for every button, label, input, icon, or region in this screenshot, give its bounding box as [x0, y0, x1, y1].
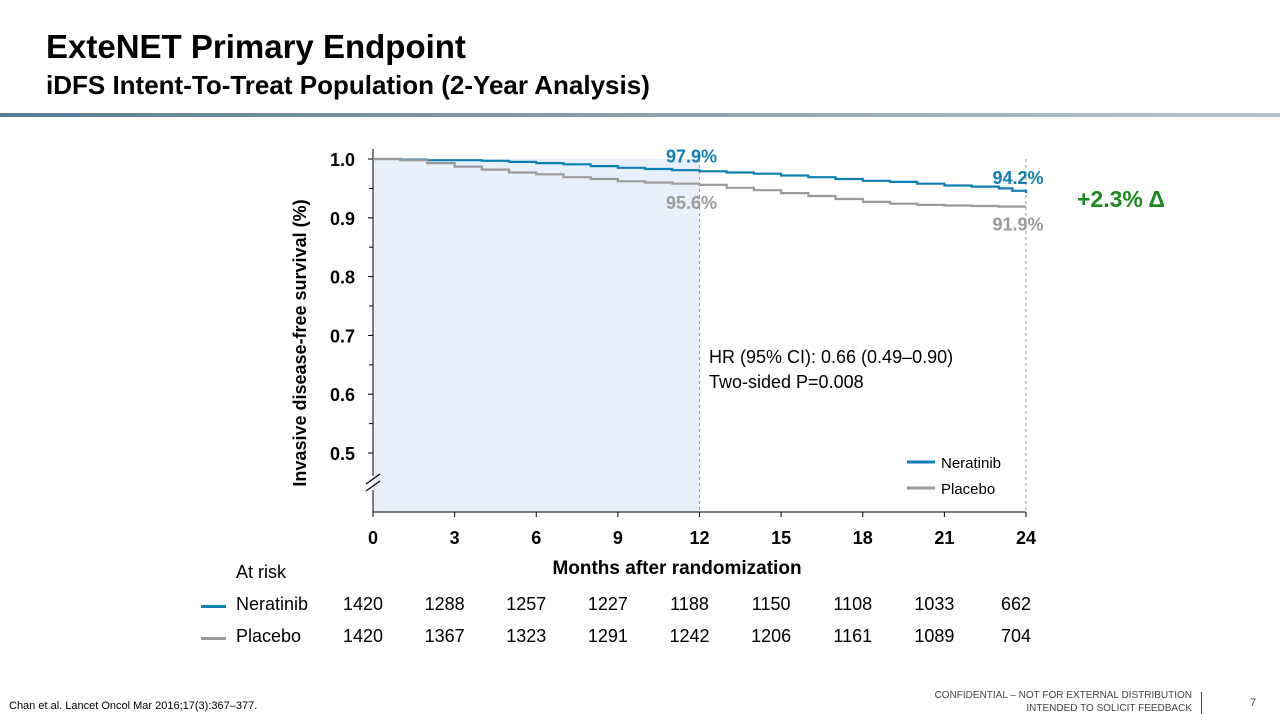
slide-title: ExteNET Primary Endpoint: [46, 28, 466, 65]
at-risk-value: 1420: [342, 626, 384, 646]
at-risk-row-label: Placebo: [236, 626, 302, 646]
y-tick-label: 0.7: [330, 326, 355, 346]
at-risk-value: 662: [1000, 594, 1032, 614]
x-axis-label: Months after randomization: [552, 558, 802, 579]
delta-label: +2.3% Δ: [1077, 186, 1165, 212]
at-risk-value: 1150: [751, 594, 791, 614]
x-tick-label: 18: [853, 528, 873, 548]
shaded-region: [373, 159, 700, 512]
legend-label-neratinib: Neratinib: [941, 455, 1001, 472]
value-annotation: 94.2%: [992, 168, 1043, 188]
at-risk-swatch: [201, 637, 226, 640]
at-risk-value: 1227: [587, 594, 628, 614]
at-risk-row-neratinib: Neratinib 1420 1288 1257 1227 1188 1150 1108 103…: [0, 590, 1280, 620]
footnote: Chan et al. Lancet Oncol Mar 2016;17(3):…: [9, 700, 258, 712]
at-risk-value: 1033: [914, 594, 955, 614]
axis-break-mark-1: [365, 473, 381, 485]
value-annotation: 95.6%: [666, 193, 717, 213]
x-tick-label: 0: [368, 528, 378, 548]
footer-divider: [1201, 692, 1202, 714]
confidential-notice: CONFIDENTIAL – NOT FOR EXTERNAL DISTRIBU…: [935, 689, 1192, 715]
km-chart: 1.0 0.9 0.8 0.7 0.6 0.5 0 3 6 9 12 15 18 21 24 Invasive…: [290, 146, 1165, 548]
at-risk-value: 1420: [342, 594, 384, 614]
y-tick-label: 0.5: [330, 444, 355, 464]
series-line-placebo: [373, 157, 1026, 208]
at-risk-swatch: [201, 605, 226, 608]
x-tick-label: 12: [689, 528, 709, 548]
confidential-line-2: INTENDED TO SOLICIT FEEDBACK: [1026, 703, 1192, 714]
x-tick-label: 21: [934, 528, 954, 548]
title-rule: [0, 113, 1280, 117]
at-risk-value: 1188: [670, 594, 709, 614]
x-tick-label: 3: [450, 528, 460, 548]
x-tick-label: 9: [613, 528, 623, 548]
at-risk-value: 1206: [751, 626, 792, 646]
at-risk-value: 1242: [669, 626, 710, 646]
series-line-neratinib: [373, 157, 1028, 194]
y-tick-label: 0.8: [330, 268, 355, 288]
x-tick-label: 6: [531, 528, 541, 548]
at-risk-value: 1323: [506, 626, 547, 646]
at-risk-value: 1257: [506, 594, 547, 614]
at-risk-value: 1161: [833, 626, 873, 646]
x-tick-label: 15: [771, 528, 791, 548]
x-tick-label: 24: [1016, 528, 1036, 548]
at-risk-value: 1089: [914, 626, 955, 646]
value-annotation: 91.9%: [992, 215, 1043, 235]
y-tick-label: 0.6: [330, 385, 355, 405]
legend-label-placebo: Placebo: [941, 481, 995, 498]
at-risk-value: 1108: [833, 594, 873, 614]
value-annotation: 97.9%: [666, 146, 717, 166]
axis-break-mark-2: [365, 480, 381, 492]
at-risk-row-label: Neratinib: [236, 594, 309, 614]
hazard-ratio-text: HR (95% CI): 0.66 (0.49–0.90): [709, 347, 953, 367]
slide-subtitle: iDFS Intent-To-Treat Population (2-Year …: [46, 70, 650, 100]
at-risk-value: 1288: [424, 594, 465, 614]
confidential-line-1: CONFIDENTIAL – NOT FOR EXTERNAL DISTRIBU…: [934, 690, 1192, 701]
at-risk-row-placebo: Placebo 1420 1367 1323 1291 1242 1206 1161 1089 7…: [0, 622, 1280, 652]
at-risk-value: 704: [1000, 626, 1032, 646]
y-axis-label: Invasive disease-free survival (%): [290, 199, 310, 486]
y-tick-label: 1.0: [330, 150, 355, 170]
p-value-text: Two-sided P=0.008: [709, 372, 864, 392]
page-number: 7: [1250, 697, 1257, 709]
y-tick-label: 0.9: [330, 209, 355, 229]
at-risk-value: 1291: [587, 626, 628, 646]
at-risk-header: At risk: [236, 562, 287, 582]
at-risk-value: 1367: [424, 626, 465, 646]
